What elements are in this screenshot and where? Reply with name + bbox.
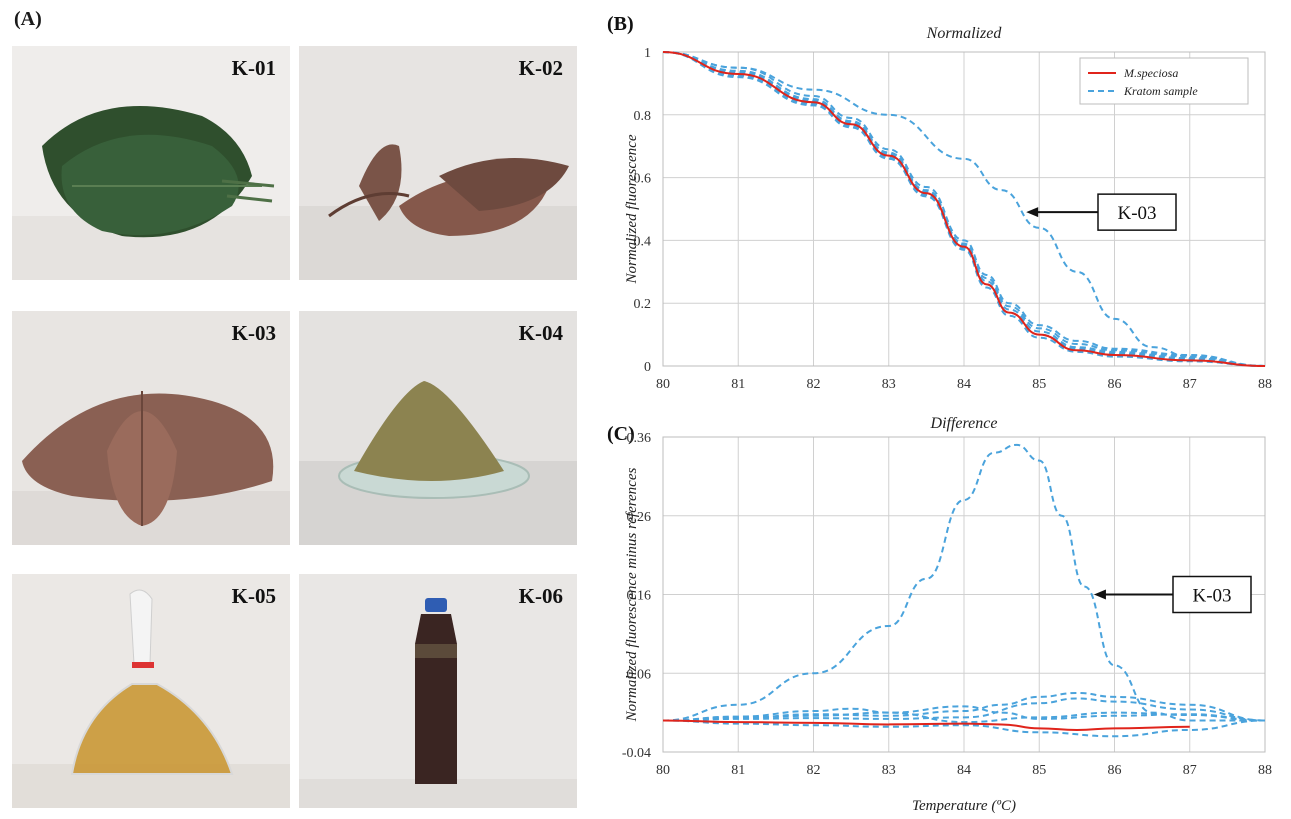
- y-tick-label: 0: [644, 360, 651, 375]
- sample-series-line: [662, 51, 1266, 367]
- legend-entry: M.speciosa: [1123, 66, 1178, 80]
- legend-entry: Kratom sample: [1123, 84, 1198, 98]
- sample-label: K-01: [231, 56, 276, 80]
- x-tick-label: 80: [656, 763, 670, 778]
- x-tick-label: 87: [1183, 377, 1197, 392]
- liquid-bottle-illustration: [299, 598, 577, 808]
- plot-frame: [662, 436, 1266, 753]
- x-tick-label: 87: [1183, 763, 1197, 778]
- plot-frame: [662, 51, 1266, 367]
- x-tick-label: 83: [882, 763, 896, 778]
- sample-photo-k06: K-06: [299, 574, 577, 808]
- sample-photo-k03: K-03: [12, 311, 290, 545]
- x-tick-label: 86: [1108, 377, 1122, 392]
- annotation-box: [1172, 575, 1252, 614]
- x-tick-label: 85: [1032, 377, 1046, 392]
- sample-series-line: [662, 443, 1265, 722]
- y-axis-label: Normalized fluorescence: [624, 134, 640, 284]
- y-tick-label: 1: [644, 46, 651, 61]
- reference-series-line: [662, 719, 1190, 731]
- sample-label: K-02: [518, 56, 563, 80]
- x-tick-label: 88: [1258, 377, 1272, 392]
- sample-series-line: [662, 697, 1266, 722]
- sample-label: K-04: [518, 321, 563, 345]
- x-tick-label: 84: [957, 377, 971, 392]
- x-tick-label: 81: [731, 377, 745, 392]
- x-tick-label: 81: [731, 763, 745, 778]
- x-tick-label: 83: [882, 377, 896, 392]
- sample-series-line: [662, 719, 1266, 738]
- x-tick-label: 85: [1032, 763, 1046, 778]
- sample-series-line: [662, 51, 1266, 367]
- y-tick-label: 0.6: [634, 172, 652, 187]
- leaf-powder-illustration: [299, 381, 577, 545]
- annotation-label: K-03: [1192, 586, 1231, 607]
- panel-a-label: (A): [14, 8, 42, 30]
- dried-leaves-illustration: [299, 144, 577, 280]
- y-tick-label: 0.2: [634, 297, 652, 312]
- x-axis-label: Temperature (ºC): [912, 798, 1016, 814]
- sample-series-line: [662, 707, 1266, 724]
- fresh-leaves-illustration: [12, 106, 290, 280]
- panel-label: (B): [607, 13, 634, 35]
- annotation-label: K-03: [1117, 203, 1156, 224]
- sample-series-line: [662, 51, 1266, 367]
- panel-label: (C): [607, 423, 635, 445]
- sample-photo-k01: K-01: [12, 46, 290, 280]
- x-tick-label: 82: [807, 763, 821, 778]
- sample-photo-k04: K-04: [299, 311, 577, 545]
- sample-photo-k02: K-02: [299, 46, 577, 280]
- sample-label: K-06: [518, 584, 563, 608]
- y-tick-label: 0.8: [634, 109, 652, 124]
- annotation-arrow-head: [1026, 207, 1039, 218]
- sample-series-line: [662, 705, 1266, 722]
- y-tick-label: -0.04: [622, 746, 651, 761]
- x-tick-label: 86: [1108, 763, 1122, 778]
- x-tick-label: 82: [807, 377, 821, 392]
- sample-photo-k05: K-05: [12, 574, 290, 808]
- y-tick-label: 0.4: [634, 234, 652, 249]
- reference-series-line: [662, 51, 1266, 367]
- annotation-box: [1097, 193, 1177, 231]
- annotation-arrow-head: [1093, 589, 1106, 600]
- y-tick-label: 0.36: [627, 431, 652, 446]
- x-tick-label: 84: [957, 763, 971, 778]
- x-tick-label: 88: [1258, 763, 1272, 778]
- y-tick-label: 0.16: [627, 589, 652, 604]
- chart-title: Normalized: [926, 25, 1003, 42]
- sample-series-line: [662, 51, 1266, 367]
- chart-title: Difference: [930, 415, 998, 432]
- dried-leaves-illustration: [12, 391, 290, 545]
- sample-series-line: [662, 51, 1266, 367]
- liquid-bag-illustration: [12, 589, 290, 808]
- y-axis-label: Normalized fluorescence minus references: [624, 468, 640, 723]
- sample-label: K-05: [231, 584, 276, 608]
- sample-series-line: [662, 51, 1266, 367]
- y-tick-label: 0.06: [627, 667, 652, 682]
- x-tick-label: 80: [656, 377, 670, 392]
- legend-box: [1079, 57, 1249, 105]
- sample-label: K-03: [231, 321, 276, 345]
- y-tick-label: 0.26: [627, 510, 652, 525]
